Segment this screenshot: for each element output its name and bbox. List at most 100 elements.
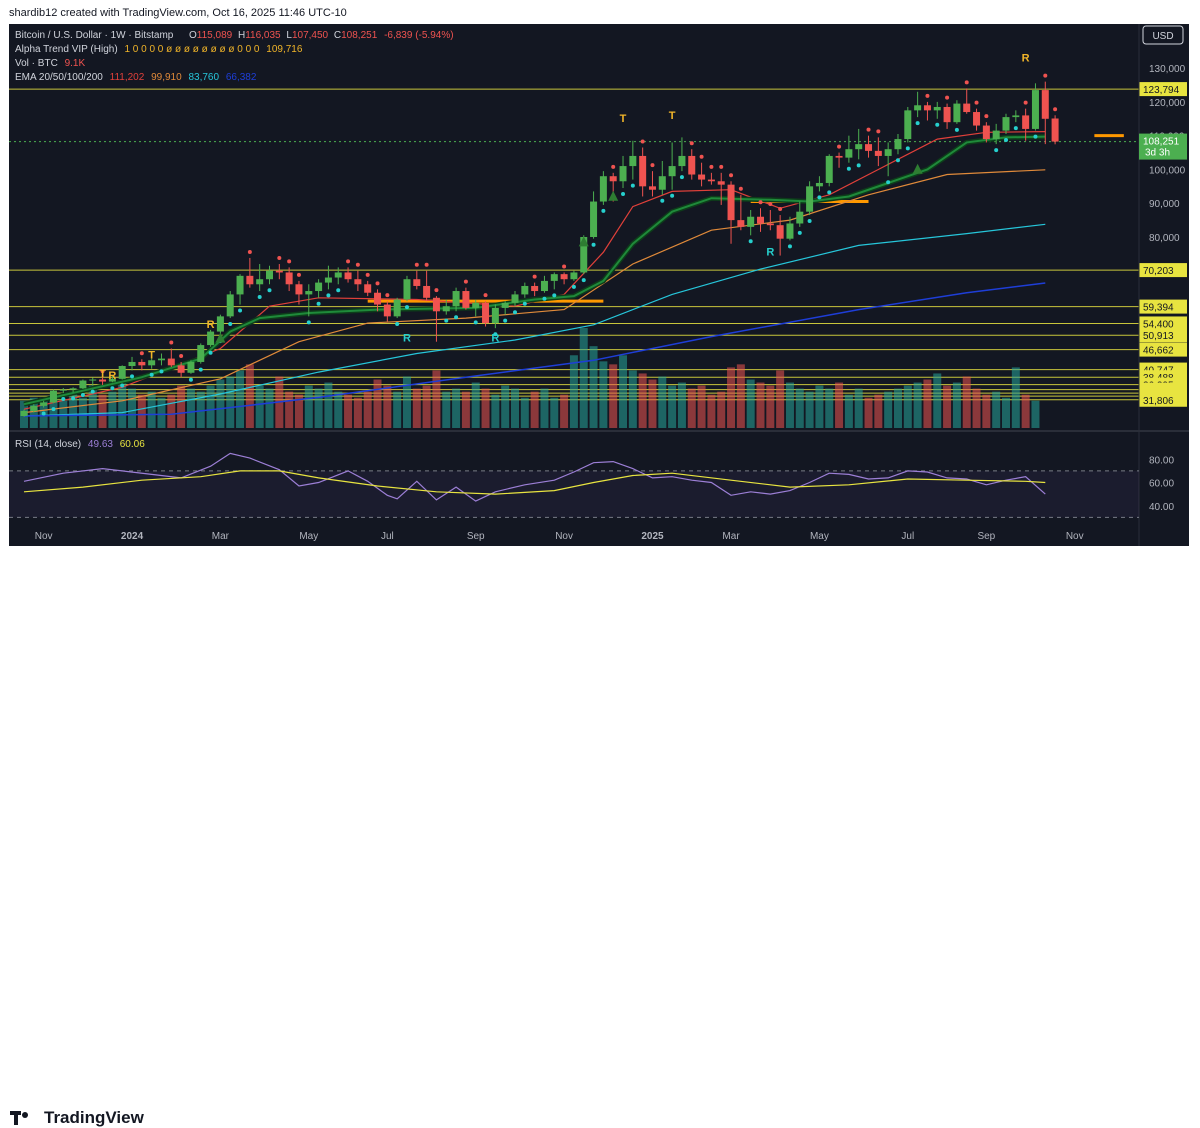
candle-body [806, 186, 814, 212]
chart-area[interactable]: 123,79470,20359,39454,40050,91346,66240,… [9, 24, 1189, 546]
trend-dot [51, 407, 56, 412]
trend-dot [650, 163, 655, 168]
candle-body [403, 279, 411, 300]
candle-body [776, 225, 784, 239]
volume-bar [550, 397, 559, 428]
candle-body [216, 316, 224, 332]
candle-body [1051, 118, 1059, 142]
volume-bar [815, 385, 824, 428]
candle-body [1031, 90, 1039, 129]
signal-triangle [608, 190, 619, 201]
volume-bars [20, 328, 1040, 428]
candle-body [825, 155, 833, 183]
volume-bar [864, 397, 873, 428]
candle-body [138, 361, 146, 366]
volume-bar [216, 379, 225, 428]
trend-dot [621, 192, 626, 197]
ema-lines [23, 131, 1046, 417]
trend-dot [139, 351, 144, 356]
trend-dot [846, 166, 851, 171]
price-chart-svg[interactable]: 123,79470,20359,39454,40050,91346,66240,… [9, 24, 1189, 546]
volume-bar [383, 385, 392, 428]
volume-bar [874, 394, 883, 428]
volume-bar [668, 385, 677, 428]
signal-triangle [912, 163, 923, 174]
trend-dot [257, 295, 262, 300]
trend-dot [837, 144, 842, 149]
candle-body [413, 279, 421, 286]
trend-dot [817, 195, 822, 200]
signal-label-t: T [99, 368, 106, 380]
volume-bar [982, 394, 991, 428]
candle-body [148, 360, 156, 366]
trend-dot [513, 310, 517, 315]
candle-body [540, 280, 548, 292]
level-label: 54,400 [1143, 319, 1174, 330]
time-tick-label: Jul [901, 531, 914, 542]
time-tick-label: May [299, 531, 318, 542]
candle-body [766, 223, 774, 226]
volume-bar [825, 388, 834, 428]
tradingview-logo[interactable]: TradingView [10, 1108, 144, 1128]
candle-body [108, 378, 116, 382]
volume-bar [540, 388, 549, 428]
volume-bar [344, 394, 353, 428]
volume-bar [481, 388, 490, 428]
volume-bar [972, 388, 981, 428]
volume-bar [933, 373, 942, 428]
volume-bar [1011, 367, 1020, 428]
candle-body [521, 285, 529, 295]
level-label-box [1139, 316, 1187, 331]
legend-main-ohlc: O115,089 H116,035 L107,450 C108,251 -6,8… [189, 30, 454, 41]
level-label-box [1139, 263, 1187, 278]
candle-body [717, 181, 725, 185]
trend-dot [238, 308, 243, 313]
candle-body [59, 389, 67, 391]
candles [20, 73, 1059, 417]
signal-label-r: R [207, 319, 215, 331]
currency-button-label: USD [1152, 31, 1173, 42]
volume-bar [236, 370, 245, 428]
candle-body [590, 201, 598, 237]
candle-body [315, 282, 323, 292]
trend-dot [336, 288, 341, 293]
candle-body [727, 184, 735, 221]
volume-bar [196, 391, 205, 428]
volume-bar [108, 391, 117, 428]
candle-body [874, 150, 882, 156]
level-label-box [1139, 342, 1187, 357]
candle-body [953, 103, 961, 123]
trend-dot [699, 154, 704, 159]
trend-dot [954, 127, 959, 132]
trend-dot [188, 377, 193, 382]
trend-dot [729, 173, 734, 178]
trend-dot [601, 208, 606, 213]
volume-bar [903, 385, 912, 428]
volume-bar [785, 382, 794, 428]
candle-body [197, 345, 205, 362]
volume-bar [628, 370, 637, 428]
volume-bar [1021, 394, 1030, 428]
price-tick-label: 100,000 [1149, 165, 1186, 176]
candle-body [648, 186, 656, 190]
trend-dot [434, 288, 439, 293]
volume-bar [677, 382, 686, 428]
volume-bar [766, 385, 775, 428]
volume-bar [795, 388, 804, 428]
trend-dot [414, 262, 419, 267]
horizontal-levels: 123,79470,20359,39454,40050,91346,66240,… [9, 82, 1187, 407]
legend-ema: EMA 20/50/100/200 111,202 99,910 83,760 … [15, 72, 257, 83]
candle-body [1002, 117, 1010, 131]
candle-body [747, 216, 755, 227]
currency-button[interactable]: USD [1142, 25, 1184, 45]
candle-body [511, 294, 519, 303]
volume-bar [334, 391, 343, 428]
trend-dot [581, 278, 586, 283]
time-tick-label: Sep [467, 531, 485, 542]
volume-bar [255, 385, 264, 428]
candle-body [904, 110, 912, 140]
rsi-tick-label: 40.00 [1149, 502, 1174, 513]
trend-dot [493, 332, 498, 337]
trend-dot [385, 293, 390, 298]
volume-bar [442, 391, 451, 428]
